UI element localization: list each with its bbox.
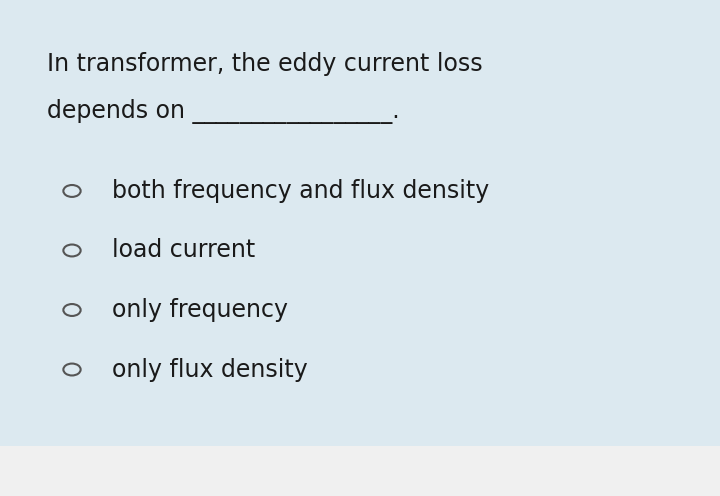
Text: only frequency: only frequency [112,298,287,322]
Text: both frequency and flux density: both frequency and flux density [112,179,489,203]
Text: only flux density: only flux density [112,358,307,381]
Text: In transformer, the eddy current loss: In transformer, the eddy current loss [47,53,482,76]
Text: load current: load current [112,239,255,262]
FancyBboxPatch shape [0,446,720,496]
Text: depends on _________________.: depends on _________________. [47,99,400,124]
